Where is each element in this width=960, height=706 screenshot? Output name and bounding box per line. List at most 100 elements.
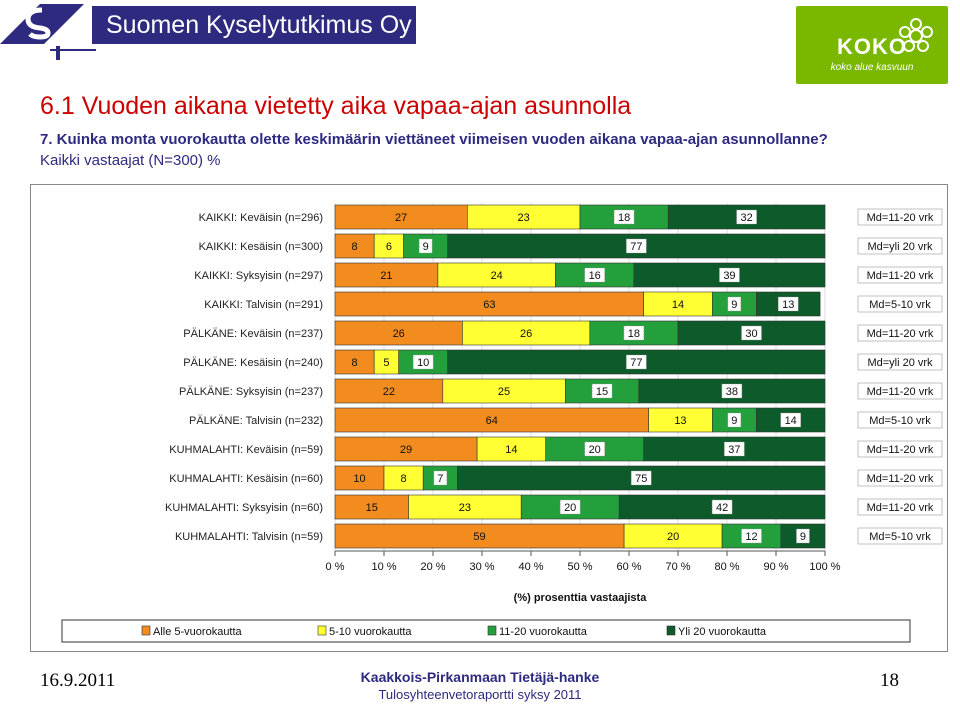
x-tick-label: 40 % bbox=[518, 561, 543, 573]
data-label-box bbox=[796, 528, 810, 544]
median-box bbox=[857, 440, 943, 458]
median-box bbox=[857, 295, 943, 313]
footer-date: 16.9.2011 bbox=[40, 670, 116, 691]
data-label-box bbox=[613, 209, 635, 225]
category-label: PÄLKÄNE: Kesäisin (n=240) bbox=[183, 357, 323, 369]
bar-segment bbox=[373, 233, 404, 259]
bar-segment bbox=[437, 262, 556, 288]
legend-label: 11-20 vuorokautta bbox=[499, 626, 588, 638]
median-box bbox=[857, 324, 943, 342]
data-label-box bbox=[727, 296, 742, 312]
data-label-box bbox=[418, 238, 433, 254]
data-label: 23 bbox=[518, 212, 530, 224]
bar-segment bbox=[442, 378, 566, 404]
category-label: KAIKKI: Kesäisin (n=300) bbox=[199, 241, 323, 253]
data-label: 77 bbox=[630, 357, 642, 369]
chart-frame bbox=[30, 184, 948, 652]
bar-segment bbox=[648, 407, 713, 433]
data-label: 20 bbox=[589, 444, 601, 456]
x-tick-label: 70 % bbox=[665, 561, 690, 573]
median-box bbox=[857, 498, 943, 516]
x-tick-label: 0 % bbox=[326, 561, 345, 573]
data-label-box bbox=[741, 528, 762, 544]
bar-segment bbox=[334, 320, 463, 346]
data-label: 6 bbox=[386, 241, 392, 253]
data-label: 32 bbox=[740, 212, 752, 224]
bar-segment bbox=[334, 465, 385, 491]
data-label: 9 bbox=[731, 415, 737, 427]
data-label: 14 bbox=[785, 415, 797, 427]
koko-logo: KOKO koko alue kasvuun bbox=[796, 6, 948, 84]
median-box bbox=[857, 266, 943, 284]
footer-report-name: Tulosyhteenvetoraportti syksy 2011 bbox=[378, 687, 582, 702]
data-label-box bbox=[777, 296, 799, 312]
data-label-box bbox=[591, 383, 613, 399]
data-label: 9 bbox=[731, 299, 737, 311]
category-label: KUHMALAHTI: Keväisin (n=59) bbox=[169, 444, 323, 456]
median-label: Md=yli 20 vrk bbox=[867, 357, 933, 369]
data-label: 38 bbox=[726, 386, 738, 398]
bar-segment bbox=[643, 291, 713, 317]
data-label: 16 bbox=[589, 270, 601, 282]
category-label: KUHMALAHTI: Syksyisin (n=60) bbox=[165, 502, 323, 514]
data-label: 26 bbox=[393, 328, 405, 340]
data-label: 26 bbox=[520, 328, 532, 340]
data-label: 18 bbox=[618, 212, 630, 224]
data-label: 8 bbox=[352, 241, 358, 253]
bar-segment bbox=[334, 494, 409, 520]
bar-segment bbox=[334, 436, 478, 462]
data-label-box bbox=[626, 354, 647, 370]
x-tick-label: 10 % bbox=[371, 561, 396, 573]
data-label: 18 bbox=[628, 328, 640, 340]
survey-question: 7. Kuinka monta vuorokautta olette keski… bbox=[40, 131, 828, 148]
data-label: 59 bbox=[473, 531, 485, 543]
bar-segment bbox=[334, 407, 649, 433]
bar-segment bbox=[334, 291, 645, 317]
data-label: 8 bbox=[352, 357, 358, 369]
data-label: 21 bbox=[380, 270, 392, 282]
data-label-box bbox=[711, 499, 733, 515]
data-label: 20 bbox=[564, 502, 576, 514]
koko-flower-icon bbox=[899, 18, 933, 52]
data-label: 27 bbox=[395, 212, 407, 224]
median-label: Md=11-20 vrk bbox=[867, 444, 934, 456]
x-tick-label: 30 % bbox=[469, 561, 494, 573]
data-label: 23 bbox=[459, 502, 471, 514]
bar-segment bbox=[334, 204, 468, 230]
median-label: Md=yli 20 vrk bbox=[867, 241, 933, 253]
x-tick-label: 90 % bbox=[763, 561, 788, 573]
median-label: Md=11-20 vrk bbox=[867, 212, 934, 224]
bar-segment bbox=[623, 523, 723, 549]
data-label-box bbox=[721, 383, 743, 399]
legend-label: Alle 5-vuorokautta bbox=[153, 626, 243, 638]
legend-swatch bbox=[317, 625, 327, 636]
x-tick-label: 20 % bbox=[420, 561, 445, 573]
data-label: 7 bbox=[437, 473, 443, 485]
data-label-box bbox=[719, 267, 740, 283]
data-label: 13 bbox=[782, 299, 794, 311]
bar-segment bbox=[334, 523, 625, 549]
data-label: 75 bbox=[635, 473, 647, 485]
bar-segment bbox=[334, 262, 439, 288]
data-label-box bbox=[623, 325, 645, 341]
data-label: 39 bbox=[723, 270, 735, 282]
legend-swatch bbox=[666, 625, 676, 636]
data-label: 37 bbox=[728, 444, 740, 456]
median-label: Md=11-20 vrk bbox=[867, 328, 934, 340]
category-label: KAIKKI: Talvisin (n=291) bbox=[204, 299, 323, 311]
data-label: 77 bbox=[630, 241, 642, 253]
x-tick-label: 80 % bbox=[714, 561, 739, 573]
median-box bbox=[857, 382, 943, 400]
data-label-box bbox=[584, 267, 606, 283]
data-label-box bbox=[780, 412, 802, 428]
data-label: 24 bbox=[491, 270, 503, 282]
data-label: 10 bbox=[353, 473, 365, 485]
category-label: KAIKKI: Keväisin (n=296) bbox=[199, 212, 323, 224]
bar-segment bbox=[462, 320, 591, 346]
bar-segment bbox=[383, 465, 424, 491]
footer-organization: Kaakkois-Pirkanmaan Tietäjä-hanke bbox=[360, 669, 600, 685]
category-label: PÄLKÄNE: Syksyisin (n=237) bbox=[179, 386, 323, 398]
median-label: Md=11-20 vrk bbox=[867, 386, 934, 398]
data-label-box bbox=[559, 499, 581, 515]
legend-label: 5-10 vuorokautta bbox=[329, 626, 412, 638]
